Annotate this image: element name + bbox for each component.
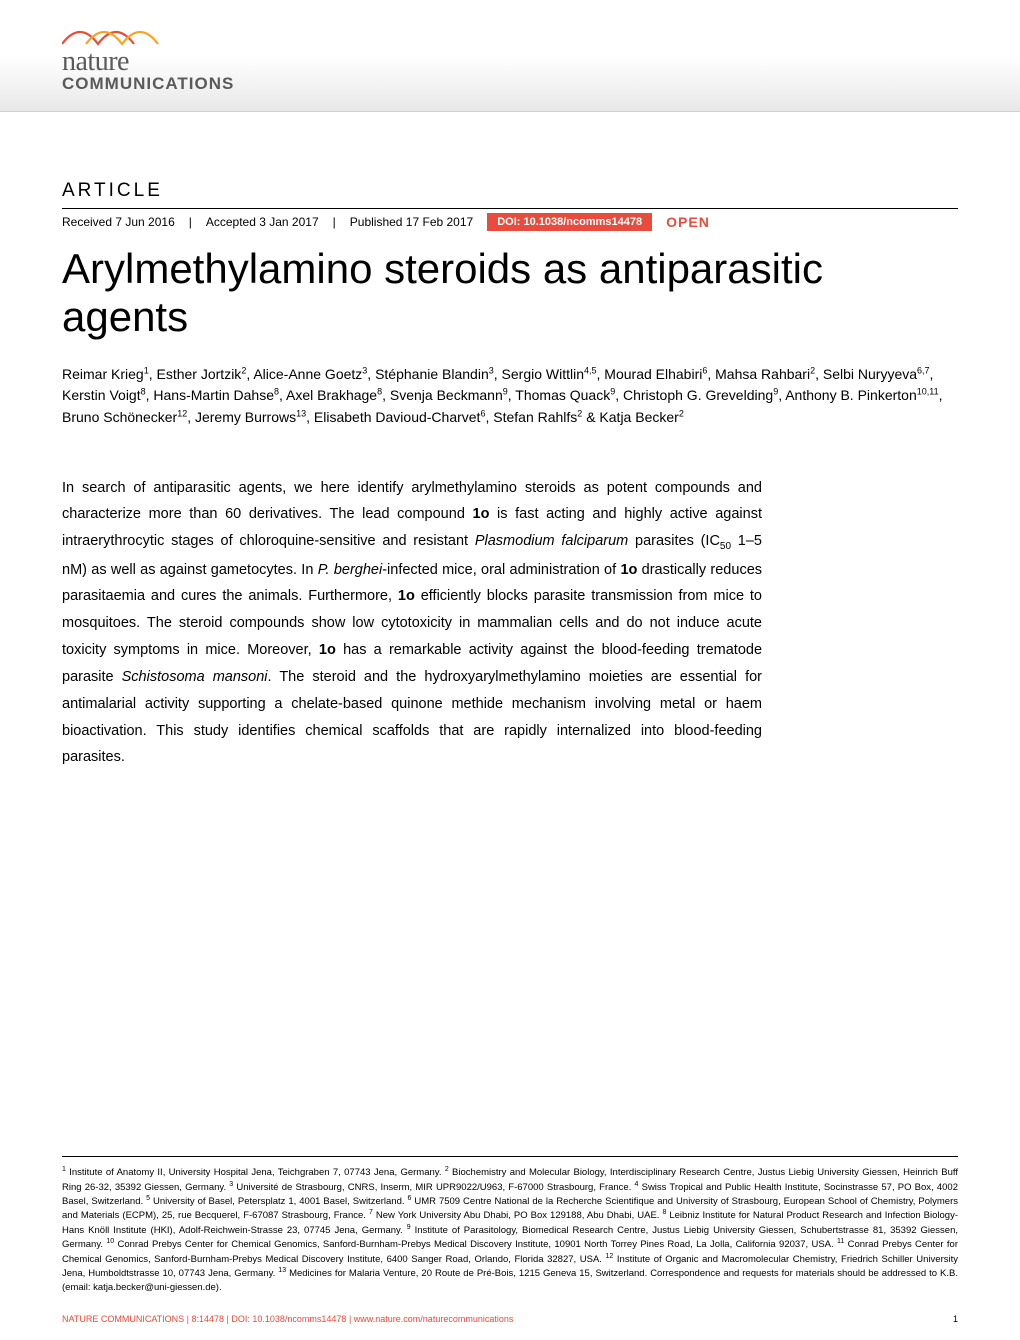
article-type-label: ARTICLE [62,180,958,202]
received-date: Received 7 Jun 2016 [62,215,175,229]
journal-logo: nature COMMUNICATIONS [62,16,234,94]
affiliations-block: 1 Institute of Anatomy II, University Ho… [62,1156,958,1294]
meta-separator: | [333,215,336,229]
page-footer: NATURE COMMUNICATIONS | 8:14478 | DOI: 1… [62,1314,958,1324]
accepted-date: Accepted 3 Jan 2017 [206,215,319,229]
logo-text-communications: COMMUNICATIONS [62,74,234,94]
logo-wave-icon [62,16,202,50]
published-date: Published 17 Feb 2017 [350,215,473,229]
page-number: 1 [953,1314,958,1324]
article-title: Arylmethylamino steroids as antiparasiti… [62,245,958,342]
abstract-text: In search of antiparasitic agents, we he… [62,475,762,772]
open-access-badge: OPEN [666,214,710,230]
doi-badge: DOI: 10.1038/ncomms14478 [487,213,652,231]
author-list: Reimar Krieg1, Esther Jortzik2, Alice-An… [62,364,958,429]
journal-header-band: nature COMMUNICATIONS [0,0,1020,112]
footer-citation: NATURE COMMUNICATIONS | 8:14478 | DOI: 1… [62,1314,513,1324]
meta-separator: | [189,215,192,229]
article-content: ARTICLE Received 7 Jun 2016 | Accepted 3… [0,112,1020,771]
article-meta-row: Received 7 Jun 2016 | Accepted 3 Jan 201… [62,208,958,231]
